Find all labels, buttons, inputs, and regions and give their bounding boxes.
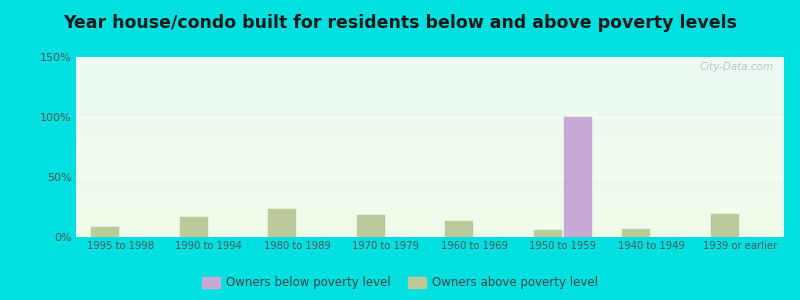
Bar [268,209,296,237]
Bar [91,227,119,237]
Text: Year house/condo built for residents below and above poverty levels: Year house/condo built for residents bel… [63,14,737,32]
Legend: Owners below poverty level, Owners above poverty level: Owners below poverty level, Owners above… [198,272,602,294]
Bar [622,229,650,237]
Bar [445,221,474,237]
Bar [179,217,208,237]
Text: City-Data.com: City-Data.com [699,62,774,72]
Bar [564,117,592,237]
Bar [357,215,385,237]
Bar [534,230,562,237]
Bar [710,214,739,237]
